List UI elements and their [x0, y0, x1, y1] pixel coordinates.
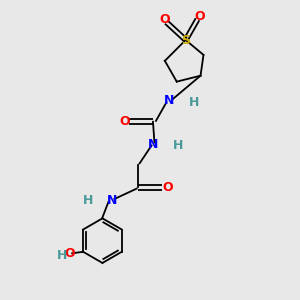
Text: O: O — [195, 10, 205, 23]
Text: O: O — [64, 247, 75, 260]
Text: O: O — [119, 115, 130, 128]
Text: O: O — [160, 13, 170, 26]
Text: O: O — [162, 181, 172, 194]
Text: H: H — [82, 194, 93, 207]
Text: H: H — [172, 139, 183, 152]
Text: H: H — [57, 249, 68, 262]
Text: N: N — [107, 194, 117, 207]
Text: N: N — [148, 138, 158, 151]
Text: N: N — [164, 94, 175, 107]
Text: H: H — [189, 96, 199, 109]
Text: S: S — [181, 34, 190, 46]
